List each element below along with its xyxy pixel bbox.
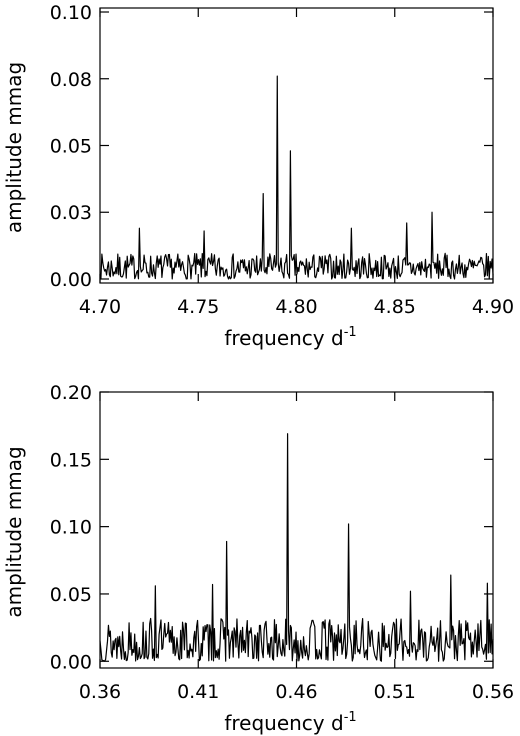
bottom-x-tick-label: 0.36	[79, 681, 121, 703]
top-y-tick-label: 0.05	[50, 136, 92, 158]
top-x-tick-label: 4.80	[275, 296, 317, 318]
top-y-axis-title: amplitude mmag	[2, 62, 26, 233]
top-ticks	[99, 8, 494, 283]
bottom-x-tick-label: 0.41	[177, 681, 219, 703]
bottom-y-axis-title: amplitude mmag	[2, 446, 26, 617]
bottom-y-tick-label: 0.15	[50, 449, 92, 471]
bottom-x-axis-title: frequency d-1	[224, 710, 356, 735]
bottom-x-tick-label: 0.56	[472, 681, 514, 703]
bottom-tick-labels: 0.36 0.41 0.46 0.51 0.56 0.00 0.05 0.10 0.15 0.20	[50, 382, 514, 703]
top-plot-frame	[99, 7, 494, 284]
bottom-spectrum-series	[99, 433, 494, 662]
top-spectrum-lines	[99, 75, 494, 280]
bottom-x-tick-label: 0.46	[275, 681, 317, 703]
top-x-tick-label: 4.85	[374, 296, 416, 318]
top-panel: 4.70 4.75 4.80 4.85 4.90 0.00 0.03 0.05 0.08 0.10…	[2, 2, 514, 350]
bottom-y-tick-label: 0.10	[50, 517, 92, 539]
bottom-y-tick-label: 0.00	[50, 651, 92, 673]
top-y-tick-label: 0.08	[50, 69, 92, 91]
top-x-tick-label: 4.75	[177, 296, 219, 318]
bottom-y-tick-label: 0.05	[50, 584, 92, 606]
top-spectrum-series	[99, 75, 494, 280]
top-y-tick-label: 0.03	[50, 202, 92, 224]
bottom-y-tick-label: 0.20	[50, 382, 92, 404]
top-y-tick-label: 0.00	[50, 269, 92, 291]
bottom-plot-frame	[99, 391, 494, 669]
top-x-axis-title: frequency d-1	[224, 325, 356, 350]
top-y-tick-label: 0.10	[50, 2, 92, 24]
top-x-tick-label: 4.90	[472, 296, 514, 318]
bottom-panel: 0.36 0.41 0.46 0.51 0.56 0.00 0.05 0.10 0.15 0.20…	[2, 382, 514, 735]
top-x-tick-label: 4.70	[79, 296, 121, 318]
bottom-ticks	[99, 391, 494, 668]
bottom-x-tick-label: 0.51	[374, 681, 416, 703]
bottom-spectrum-lines	[99, 433, 494, 662]
top-tick-labels: 4.70 4.75 4.80 4.85 4.90 0.00 0.03 0.05 0.08 0.10	[50, 2, 514, 318]
